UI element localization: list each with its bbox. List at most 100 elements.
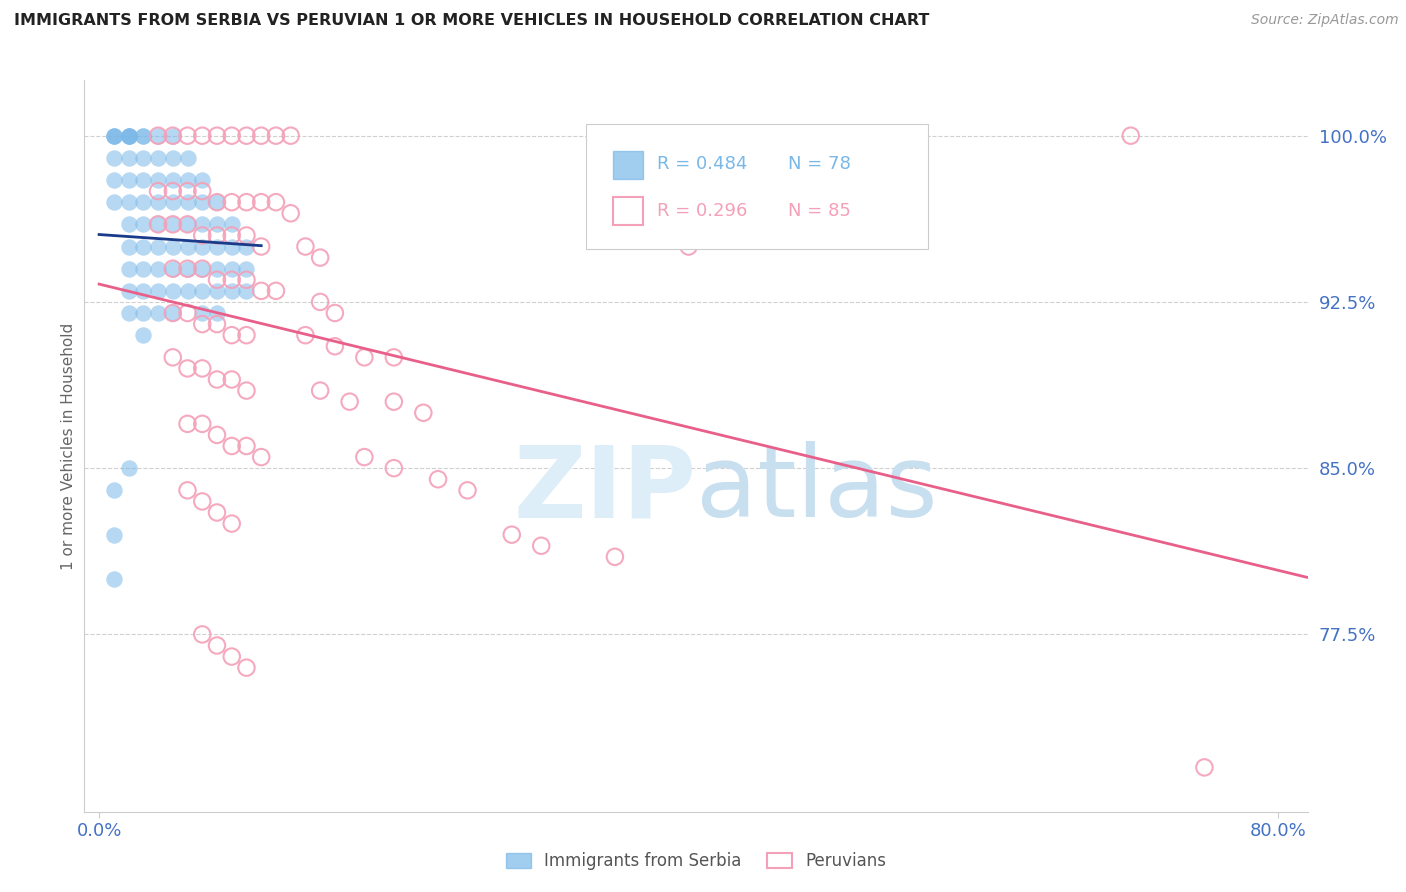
Point xyxy=(162,128,184,143)
Point xyxy=(176,261,198,276)
Point xyxy=(191,627,214,641)
Point xyxy=(117,239,139,253)
Point xyxy=(176,128,198,143)
Text: IMMIGRANTS FROM SERBIA VS PERUVIAN 1 OR MORE VEHICLES IN HOUSEHOLD CORRELATION C: IMMIGRANTS FROM SERBIA VS PERUVIAN 1 OR … xyxy=(14,13,929,29)
Point xyxy=(235,128,257,143)
Point xyxy=(221,284,243,298)
Point xyxy=(176,239,198,253)
Point xyxy=(162,239,184,253)
Point xyxy=(191,173,214,187)
Point xyxy=(294,328,316,343)
Point xyxy=(205,428,228,442)
Point xyxy=(146,173,169,187)
Point xyxy=(221,218,243,232)
Point xyxy=(323,339,346,353)
Point xyxy=(146,239,169,253)
Point xyxy=(264,195,287,210)
Point xyxy=(132,128,155,143)
FancyBboxPatch shape xyxy=(586,124,928,249)
Point xyxy=(132,306,155,320)
Point xyxy=(339,394,361,409)
Point xyxy=(353,450,375,464)
Point xyxy=(205,506,228,520)
Point xyxy=(678,239,700,253)
Point xyxy=(309,251,332,265)
Point xyxy=(103,128,125,143)
Point xyxy=(309,294,332,309)
Text: Source: ZipAtlas.com: Source: ZipAtlas.com xyxy=(1251,13,1399,28)
Text: atlas: atlas xyxy=(696,442,938,539)
Point xyxy=(235,328,257,343)
Point xyxy=(235,239,257,253)
Point xyxy=(117,218,139,232)
Text: ZIP: ZIP xyxy=(513,442,696,539)
Point xyxy=(221,649,243,664)
Point xyxy=(132,128,155,143)
Point xyxy=(221,372,243,386)
Point xyxy=(382,351,405,365)
Point xyxy=(117,128,139,143)
Point xyxy=(264,284,287,298)
Bar xyxy=(613,152,644,179)
Point xyxy=(221,128,243,143)
Point xyxy=(191,494,214,508)
Point xyxy=(205,639,228,653)
Point xyxy=(162,261,184,276)
Point xyxy=(162,261,184,276)
Point xyxy=(162,284,184,298)
Point xyxy=(221,439,243,453)
Point xyxy=(353,351,375,365)
Point xyxy=(530,539,553,553)
Point xyxy=(132,284,155,298)
Point xyxy=(191,239,214,253)
Point xyxy=(146,261,169,276)
Point xyxy=(117,128,139,143)
Point xyxy=(162,351,184,365)
Point xyxy=(191,317,214,331)
Point xyxy=(250,195,273,210)
Point xyxy=(176,417,198,431)
Point xyxy=(412,406,434,420)
Point xyxy=(1194,760,1216,774)
Point xyxy=(176,261,198,276)
Legend: Immigrants from Serbia, Peruvians: Immigrants from Serbia, Peruvians xyxy=(499,846,893,877)
Point xyxy=(205,128,228,143)
Point xyxy=(117,461,139,475)
Point xyxy=(280,206,302,220)
Point xyxy=(132,195,155,210)
Point xyxy=(221,328,243,343)
Point xyxy=(162,184,184,198)
Bar xyxy=(613,197,644,225)
Point xyxy=(146,151,169,165)
Point xyxy=(146,284,169,298)
Text: N = 85: N = 85 xyxy=(787,202,851,220)
Point xyxy=(221,195,243,210)
Point xyxy=(221,516,243,531)
Point xyxy=(191,417,214,431)
Point xyxy=(176,483,198,498)
Point xyxy=(205,317,228,331)
Text: N = 78: N = 78 xyxy=(787,154,851,173)
Point xyxy=(117,284,139,298)
Point xyxy=(117,173,139,187)
Point xyxy=(132,173,155,187)
Point xyxy=(117,128,139,143)
Point xyxy=(176,173,198,187)
Point xyxy=(221,261,243,276)
Point xyxy=(221,239,243,253)
Point xyxy=(117,151,139,165)
Point xyxy=(146,184,169,198)
Point xyxy=(103,527,125,541)
Point xyxy=(501,527,523,541)
Point xyxy=(132,261,155,276)
Point xyxy=(205,372,228,386)
Point xyxy=(382,394,405,409)
Point xyxy=(103,173,125,187)
Point xyxy=(162,128,184,143)
Point xyxy=(176,184,198,198)
Point xyxy=(264,128,287,143)
Point xyxy=(235,273,257,287)
Point xyxy=(176,218,198,232)
Point xyxy=(176,284,198,298)
Point xyxy=(205,195,228,210)
